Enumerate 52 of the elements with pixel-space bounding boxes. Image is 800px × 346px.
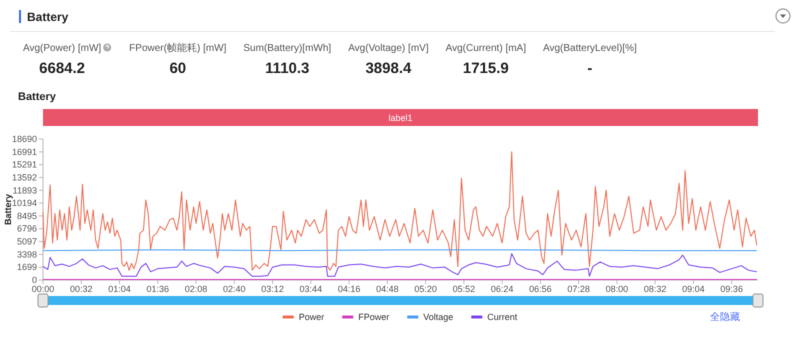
x-tick-label: 06:56 — [529, 284, 552, 294]
text: Avg(Current) [mA] — [446, 43, 526, 54]
text: 1715.9 — [462, 60, 509, 77]
x-tick-label: 06:24 — [490, 284, 514, 294]
legend-label: Voltage — [423, 312, 454, 322]
text: - — [587, 60, 592, 77]
legend-label: Power — [298, 312, 324, 322]
y-tick-label: 18690 — [12, 134, 37, 144]
y-tick-label: 11893 — [12, 185, 37, 196]
x-tick-label: 02:40 — [223, 284, 246, 294]
legend-label: Current — [487, 312, 518, 322]
y-tick-label: 6796 — [16, 224, 37, 234]
text: Battery — [27, 10, 69, 24]
x-tick-label: 09:36 — [720, 284, 743, 294]
x-tick-label: 00:32 — [70, 284, 93, 294]
x-tick-label: 09:04 — [682, 284, 705, 294]
y-tick-label: 5097 — [16, 236, 37, 247]
y-tick-label: 1699 — [16, 262, 37, 272]
x-tick-label: 00:00 — [32, 284, 54, 294]
x-tick-label: 04:16 — [338, 284, 360, 294]
text: Sum(Battery)[mWh] — [243, 43, 332, 54]
x-tick-label: 01:36 — [146, 284, 170, 294]
text: 60 — [169, 60, 186, 77]
x-tick-label: 08:32 — [644, 284, 666, 294]
x-tick-label: 05:52 — [452, 284, 476, 294]
text: Avg(Voltage) [mV] — [348, 43, 429, 54]
x-tick-label: 08:00 — [606, 284, 628, 294]
x-tick-label: 04:48 — [376, 284, 399, 294]
y-tick-label: 3398 — [16, 249, 37, 260]
text: 6684.2 — [39, 60, 86, 77]
y-tick-label: 15291 — [12, 160, 37, 170]
chart-title: Battery — [18, 91, 57, 103]
text: Avg(BatteryLevel)[%] — [543, 43, 637, 54]
x-tick-label: 07:28 — [567, 284, 590, 294]
x-tick-label: 03:44 — [300, 284, 322, 294]
text: 全隐藏 — [710, 311, 740, 323]
text: 1110.3 — [265, 60, 310, 77]
y-tick-label: 0 — [32, 275, 37, 285]
x-tick-label: 02:08 — [184, 284, 208, 294]
chart-subtitle: label1 — [388, 113, 413, 123]
x-tick-label: 01:04 — [108, 284, 131, 294]
y-tick-label: 16991 — [12, 146, 37, 157]
text: Avg(Power) [mW] — [23, 43, 102, 54]
y-tick-label: 8495 — [16, 210, 37, 221]
y-axis-title: Battery — [3, 194, 13, 226]
legend-label: FPower — [358, 312, 390, 322]
y-tick-label: 10194 — [12, 198, 37, 208]
y-tick-label: 13592 — [12, 172, 37, 182]
text: FPower(帧能耗) [mW] — [129, 42, 227, 54]
x-tick-label: 03:12 — [261, 284, 284, 294]
x-tick-label: 05:20 — [414, 284, 437, 294]
text: 3898.4 — [365, 60, 412, 77]
